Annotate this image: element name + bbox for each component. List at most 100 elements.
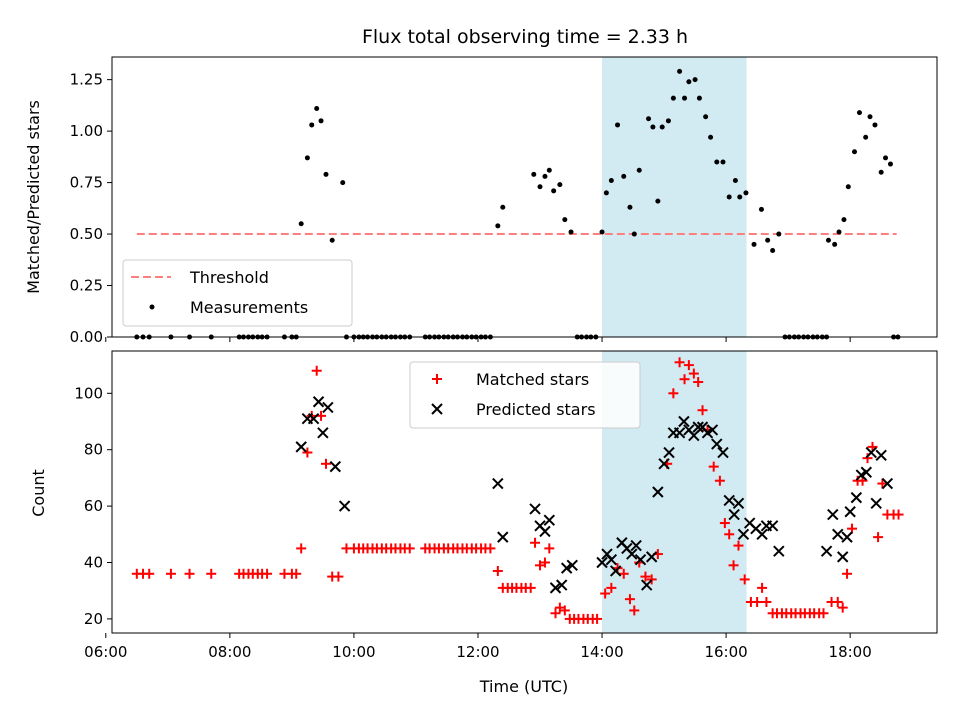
bottom-legend-frame	[409, 361, 641, 429]
bottom-legend: Matched stars Predicted stars	[409, 361, 641, 429]
predicted-star-point	[728, 508, 740, 521]
measurement-point	[732, 178, 738, 184]
predicted-star-point	[312, 396, 325, 408]
chart-title: Flux total observing time = 2.33 h	[362, 26, 688, 48]
measurement-point	[836, 229, 842, 235]
matched-star-point	[646, 574, 657, 585]
predicted-star-point-b	[728, 508, 740, 521]
matched-star-point	[291, 568, 302, 579]
predicted-star-point	[556, 579, 568, 591]
predicted-star-point	[844, 506, 856, 518]
predicted-star-point	[711, 438, 723, 450]
predicted-star-point	[692, 421, 704, 433]
measurement-point	[537, 184, 543, 190]
top-y-tick-label: 1.00	[70, 122, 103, 140]
matched-star-point	[873, 532, 884, 543]
measurement-point	[883, 155, 889, 161]
top-y-tick-label: 0.00	[70, 328, 103, 346]
matched-star-point	[485, 543, 496, 554]
measurement-point	[646, 116, 652, 122]
legend-predicted-label: Predicted stars	[476, 400, 596, 419]
matched-stars-layer	[131, 357, 904, 624]
predicted-star-point-b	[312, 396, 325, 408]
predicted-star-point-b	[837, 551, 849, 563]
measurement-point	[872, 122, 878, 128]
measurement-point	[298, 221, 304, 227]
predicted-star-point	[850, 491, 863, 504]
legend-measurements-label: Measurements	[190, 298, 308, 317]
x-tick-label: 18:00	[829, 643, 872, 661]
matched-star-point	[184, 568, 195, 579]
predicted-star-point-b	[750, 522, 762, 535]
legend-predicted-marker	[431, 403, 443, 415]
bottom-y-tick-label: 60	[84, 497, 103, 515]
predicted-star-point-b	[338, 500, 351, 512]
measurement-point	[655, 198, 661, 204]
measurement-point	[841, 217, 847, 223]
predicted-star-point	[560, 562, 573, 574]
predicted-star-point	[497, 531, 509, 543]
predicted-star-point	[837, 551, 849, 563]
x-tick-label: 12:00	[456, 643, 499, 661]
matched-star-point	[757, 582, 768, 593]
predicted-star-point-b	[773, 545, 785, 557]
predicted-star-point	[717, 446, 729, 459]
top-legend: Threshold Measurements	[122, 259, 353, 327]
predicted-star-point-b	[827, 508, 839, 521]
matched-star-point	[674, 357, 685, 368]
matched-star-point	[544, 543, 555, 554]
predicted-star-point	[645, 551, 658, 563]
measurement-point	[650, 124, 656, 130]
measurement-point	[495, 223, 501, 229]
predicted-star-point	[630, 539, 642, 552]
predicted-star-point-b	[630, 539, 642, 552]
predicted-star-point	[865, 446, 877, 459]
measurement-point	[696, 95, 702, 101]
predicted-star-point	[307, 412, 320, 425]
predicted-star-point-b	[652, 486, 664, 498]
x-axis-title: Time (UTC)	[479, 677, 568, 696]
predicted-star-point	[329, 460, 342, 473]
legend-threshold-label: Threshold	[189, 268, 269, 287]
matched-star-point	[847, 523, 858, 534]
predicted-star-point	[723, 494, 735, 507]
predicted-star-point-b	[881, 477, 894, 490]
measurement-point	[500, 204, 506, 210]
matched-star-point	[600, 588, 611, 599]
predicted-star-point-b	[820, 545, 833, 557]
measurement-point	[631, 231, 637, 237]
matched-star-point	[404, 543, 415, 554]
predicted-star-point	[881, 477, 894, 490]
matched-star-point	[629, 605, 640, 616]
predicted-star-point-b	[663, 446, 675, 459]
measurement-point	[314, 105, 320, 111]
predicted-star-point-b	[539, 525, 551, 538]
matched-star-point	[640, 571, 651, 582]
predicted-star-point-b	[556, 579, 568, 591]
matched-star-point	[708, 461, 719, 472]
top-legend-frame	[122, 259, 353, 327]
measurement-point	[726, 194, 732, 200]
predicted-star-point-b	[766, 520, 779, 532]
predicted-star-point	[609, 565, 622, 577]
predicted-star-point	[492, 477, 504, 490]
matched-star-point	[739, 574, 750, 585]
measurement-point	[562, 217, 568, 223]
predicted-star-point-b	[609, 565, 622, 577]
predicted-star-point	[539, 525, 551, 538]
matched-star-point	[165, 568, 176, 579]
predicted-star-point-b	[696, 421, 709, 433]
measurement-point	[329, 237, 335, 243]
axes-layer: 0.00 0.25 0.50 0.75 1.00 1.25 20 40 60 80 100 06:00…	[70, 56, 938, 661]
predicted-star-point-b	[543, 514, 556, 526]
top-highlight-span-layer	[602, 57, 747, 337]
matched-star-point	[311, 365, 322, 376]
predicted-star-point-b	[616, 537, 628, 549]
bottom-y-tick-label: 20	[84, 610, 103, 628]
measurement-point	[659, 124, 665, 130]
predicted-star-point-b	[841, 531, 853, 543]
measurement-point	[309, 122, 315, 128]
measurement-point	[708, 134, 714, 140]
legend-matched-label: Matched stars	[476, 370, 589, 389]
measurement-point	[670, 95, 676, 101]
